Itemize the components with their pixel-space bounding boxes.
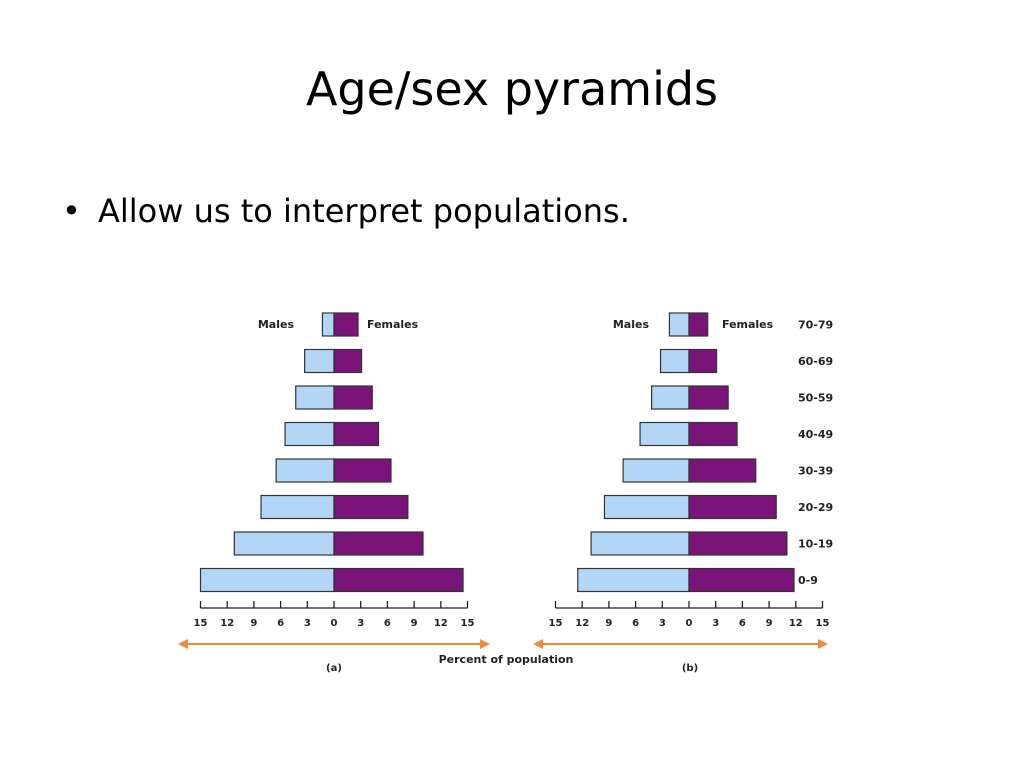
male-bar — [260, 494, 335, 520]
legend-females: Females — [722, 318, 774, 331]
x-tick-label: 3 — [712, 618, 719, 629]
female-bar — [688, 385, 729, 410]
male-bar — [304, 348, 335, 374]
female-bar — [333, 494, 409, 520]
x-tick-label: 3 — [357, 618, 364, 629]
female-bar — [333, 385, 373, 410]
male-bar — [639, 421, 690, 447]
male-bar — [199, 567, 335, 593]
age-group-label: 40-49 — [798, 428, 833, 441]
x-tick-label: 12 — [220, 618, 234, 629]
female-bar — [333, 458, 392, 483]
age-group-label: 30-39 — [798, 465, 833, 478]
x-tick-label: 12 — [575, 618, 589, 629]
x-axis-title: Percent of population — [439, 653, 574, 666]
arrowhead-left — [533, 639, 543, 649]
female-bar — [688, 421, 738, 447]
x-tick-label: 6 — [277, 618, 284, 629]
age-group-label: 60-69 — [798, 355, 833, 368]
x-tick-label: 15 — [194, 618, 208, 629]
male-bar — [284, 421, 335, 447]
legend-females: Females — [367, 318, 419, 331]
legend-males: Males — [613, 318, 650, 331]
x-tick-label: 12 — [789, 618, 803, 629]
male-bar — [275, 458, 335, 483]
female-bar — [333, 348, 363, 374]
male-bar — [590, 531, 690, 556]
x-tick-label: 6 — [384, 618, 391, 629]
x-tick-label: 6 — [632, 618, 639, 629]
male-bar — [233, 531, 335, 556]
male-bar — [321, 312, 335, 337]
female-bar — [333, 567, 464, 593]
x-tick-label: 9 — [250, 618, 257, 629]
x-tick-label: 9 — [766, 618, 773, 629]
x-tick-label: 12 — [434, 618, 448, 629]
legend-males: Males — [258, 318, 295, 331]
female-bar — [688, 312, 709, 337]
female-bar — [688, 458, 757, 483]
x-tick-label: 15 — [816, 618, 830, 629]
female-bar — [333, 312, 359, 337]
female-bar — [688, 494, 777, 520]
x-tick-label: 3 — [659, 618, 666, 629]
female-bar — [688, 567, 795, 593]
age-group-label: 10-19 — [798, 538, 833, 551]
x-tick-label: 0 — [331, 618, 338, 629]
arrowhead-right — [818, 639, 828, 649]
x-tick-label: 6 — [739, 618, 746, 629]
bullet-point: • Allow us to interpret populations. — [62, 192, 630, 230]
male-bar — [668, 312, 690, 337]
female-bar — [688, 531, 788, 556]
male-bar — [659, 348, 690, 374]
x-tick-label: 9 — [411, 618, 418, 629]
x-tick-label: 15 — [549, 618, 563, 629]
male-bar — [577, 567, 690, 593]
female-bar — [333, 421, 380, 447]
arrowhead-left — [178, 639, 188, 649]
male-bar — [295, 385, 335, 410]
female-bar — [688, 348, 718, 374]
age-group-label: 20-29 — [798, 501, 833, 514]
x-tick-label: 9 — [605, 618, 612, 629]
age-group-label: 0-9 — [798, 574, 818, 587]
x-tick-label: 15 — [461, 618, 475, 629]
arrowhead-right — [480, 639, 490, 649]
male-bar — [622, 458, 690, 483]
age-group-label: 50-59 — [798, 392, 833, 405]
age-group-label: 70-79 — [798, 319, 833, 332]
slide-title: Age/sex pyramids — [305, 62, 719, 116]
female-bar — [333, 531, 424, 556]
x-tick-label: 3 — [304, 618, 311, 629]
x-tick-label: 0 — [686, 618, 693, 629]
bullet-text: Allow us to interpret populations. — [98, 192, 630, 230]
panel-label: (b) — [682, 663, 698, 674]
bullet-marker: • — [62, 192, 81, 230]
male-bar — [651, 385, 690, 410]
male-bar — [603, 494, 690, 520]
panel-label: (a) — [326, 663, 342, 674]
